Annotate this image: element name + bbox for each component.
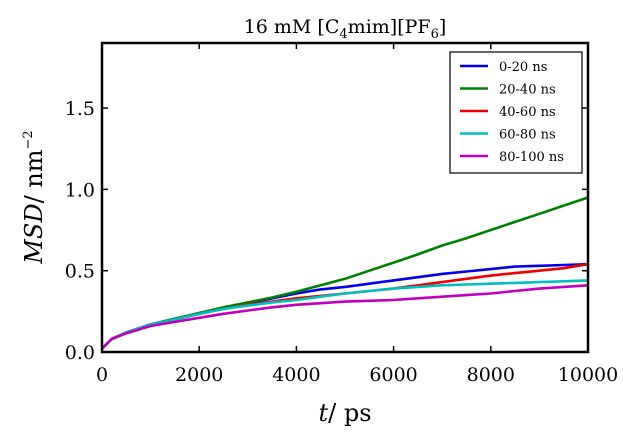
y-axis-title-symbol: MSD <box>20 203 48 264</box>
title-subscript-1: 4 <box>339 27 347 42</box>
title-middle: mim][PF <box>348 16 431 38</box>
plot-area: 0 2000 4000 6000 8000 10000 0.0 0.5 1.0 1.5 0-20 n… <box>65 41 618 386</box>
x-tick-label-0: 0 <box>96 364 108 386</box>
legend-label-1: 0-20 ns <box>499 60 547 75</box>
axes-frame <box>100 41 590 354</box>
series-line-5 <box>102 283 588 351</box>
series-line-1 <box>102 262 588 351</box>
title-suffix: ] <box>439 16 446 38</box>
y-axis-title: MSD/ nm−2 <box>20 130 48 264</box>
x-tick-label-2: 4000 <box>272 364 320 386</box>
title-subscript-2: 6 <box>431 27 439 42</box>
x-axis-title-unit: / ps <box>328 399 371 427</box>
chart-title: 16 mM [C4mim][PF6] <box>244 16 447 42</box>
y-tick-label-0: 0.0 <box>65 342 95 364</box>
x-tick-label-1: 2000 <box>175 364 223 386</box>
y-axis-title-unit: / nm <box>20 149 48 203</box>
legend-label-4: 60-80 ns <box>499 128 556 143</box>
x-axis-title: t/ ps <box>318 399 371 427</box>
x-tick-label-5: 10000 <box>558 364 618 386</box>
x-tick-label-4: 8000 <box>467 364 515 386</box>
y-axis-title-exponent: −2 <box>21 130 36 149</box>
y-tick-label-2: 1.0 <box>65 179 95 201</box>
series-line-4 <box>102 279 588 351</box>
legend-label-5: 80-100 ns <box>499 150 564 165</box>
y-tick-label-1: 0.5 <box>65 261 95 283</box>
series-line-3 <box>102 262 588 351</box>
legend-label-3: 40-60 ns <box>499 105 556 120</box>
x-tick-label-3: 6000 <box>369 364 417 386</box>
title-prefix: 16 mM [C <box>244 16 340 38</box>
legend-box <box>449 51 583 174</box>
legend-label-2: 20-40 ns <box>499 83 556 98</box>
x-axis-title-symbol: t <box>318 399 328 427</box>
y-tick-label-3: 1.5 <box>65 98 95 120</box>
